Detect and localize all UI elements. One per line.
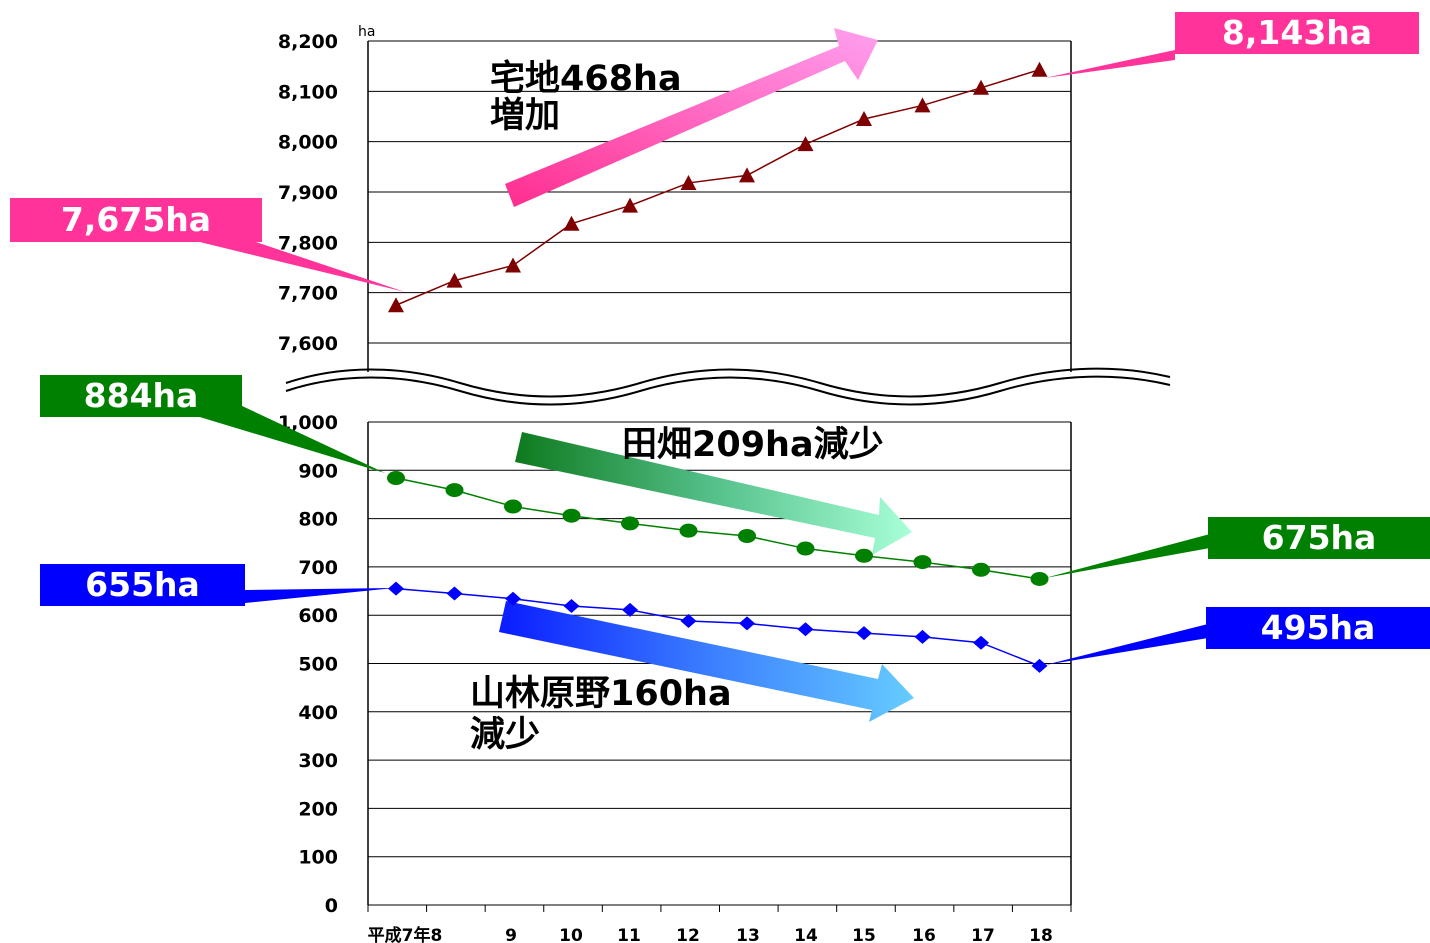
annotation-farmland: 田畑209ha減少 xyxy=(622,425,884,465)
pointer-884 xyxy=(160,405,385,473)
data-point-circle xyxy=(855,548,873,563)
x-tick-label: 平成7年8 xyxy=(368,925,443,943)
series-line xyxy=(395,587,1040,667)
annotation-forest-line1: 山林原野160ha xyxy=(470,674,732,714)
bottom-y-tick-label: 300 xyxy=(298,750,338,772)
data-point-circle xyxy=(621,516,639,531)
bottom-y-tick-label: 900 xyxy=(298,460,338,482)
bottom-y-tick-label: 200 xyxy=(298,798,338,820)
data-point-diamond xyxy=(680,613,697,628)
bottom-y-tick-label: 0 xyxy=(325,895,338,917)
bottom-y-tick-label: 1,000 xyxy=(278,412,338,434)
bottom-y-tick-label: 400 xyxy=(298,702,338,724)
data-point-triangle xyxy=(622,197,638,213)
top-y-tick-label: 7,800 xyxy=(278,232,338,254)
bottom-y-tick-label: 700 xyxy=(298,557,338,579)
series-forest xyxy=(388,581,1048,673)
data-point-circle xyxy=(445,483,464,498)
pointer-7675 xyxy=(175,236,405,292)
x-tick-label: 10 xyxy=(559,926,583,943)
label-start-forest: 655ha xyxy=(40,564,245,606)
data-point-circle xyxy=(1030,571,1049,586)
x-tick-label: 15 xyxy=(852,926,876,943)
label-start-farmland: 884ha xyxy=(40,375,242,417)
data-point-diamond xyxy=(446,586,463,601)
data-point-diamond xyxy=(973,635,989,650)
data-point-circle xyxy=(679,523,698,538)
data-point-triangle xyxy=(446,272,463,288)
top-y-tick-label: 8,000 xyxy=(278,132,338,154)
data-point-diamond xyxy=(505,591,521,606)
x-tick-label: 16 xyxy=(912,926,936,943)
series-farmland xyxy=(387,471,1049,586)
data-point-circle xyxy=(562,508,581,523)
label-start-residential: 7,675ha xyxy=(10,198,262,242)
data-point-triangle xyxy=(973,79,989,95)
data-point-circle xyxy=(387,471,405,486)
data-point-triangle xyxy=(680,174,697,190)
label-end-forest: 495ha xyxy=(1206,607,1430,649)
increase-arrow xyxy=(505,28,878,207)
data-point-triangle xyxy=(563,215,580,231)
pointer-675 xyxy=(1045,534,1210,578)
bottom-y-tick-label: 600 xyxy=(298,605,338,627)
data-point-diamond xyxy=(739,616,755,631)
x-tick-label: 14 xyxy=(794,926,818,943)
x-tick-label: 17 xyxy=(971,926,995,943)
data-point-triangle xyxy=(505,257,521,273)
data-point-diamond xyxy=(856,626,872,641)
pointer-655 xyxy=(245,588,395,603)
label-end-residential: 8,143ha xyxy=(1175,12,1419,54)
data-point-circle xyxy=(913,555,932,570)
data-point-triangle xyxy=(1031,61,1048,77)
bottom-grid: 0 100 200 300 400 500 600 700 800 900 1,000 平成7年8 9 1… xyxy=(278,412,1072,943)
data-point-triangle xyxy=(914,97,931,113)
top-y-tick-label: 7,700 xyxy=(278,283,338,305)
bottom-y-tick-label: 800 xyxy=(298,509,338,531)
axis-break-wave xyxy=(285,367,1171,406)
top-series-residential xyxy=(388,61,1048,313)
forest-decrease-arrow xyxy=(499,601,914,722)
top-y-tick-label: 8,100 xyxy=(278,81,338,103)
data-point-diamond xyxy=(388,581,404,596)
label-end-farmland: 675ha xyxy=(1208,517,1430,559)
series-line xyxy=(395,477,1040,580)
top-y-tick-label: 7,600 xyxy=(278,333,338,355)
data-point-triangle xyxy=(856,111,872,127)
pointer-495 xyxy=(1045,624,1208,665)
data-point-circle xyxy=(796,541,815,556)
farmland-decrease-arrow xyxy=(515,432,912,555)
bottom-y-tick-label: 100 xyxy=(298,847,338,869)
top-y-tick-label: 8,200 xyxy=(278,31,338,53)
data-point-circle xyxy=(972,562,990,577)
top-grid: 7,600 7,700 7,800 7,900 8,000 8,100 8,200 xyxy=(278,31,1072,372)
data-point-circle xyxy=(738,528,756,543)
annotation-forest-line2: 減少 xyxy=(470,715,540,755)
annotation-residential-line1: 宅地468ha xyxy=(490,58,682,99)
data-point-triangle xyxy=(797,136,814,152)
data-point-diamond xyxy=(914,629,931,644)
y-unit-label: ha xyxy=(358,24,375,40)
x-tick-label: 13 xyxy=(736,926,760,943)
data-point-diamond xyxy=(563,599,580,614)
x-tick-label: 18 xyxy=(1029,926,1053,943)
data-point-triangle xyxy=(388,297,404,313)
annotation-residential-line2: 増加 xyxy=(490,96,560,136)
x-tick-label: 12 xyxy=(676,926,700,943)
bottom-y-tick-label: 500 xyxy=(298,654,338,676)
x-tick-label: 9 xyxy=(505,926,517,943)
data-point-circle xyxy=(504,499,522,514)
pointer-8143 xyxy=(1045,50,1175,78)
data-point-diamond xyxy=(1031,658,1048,673)
data-point-triangle xyxy=(739,167,755,183)
x-tick-label: 11 xyxy=(617,926,641,943)
data-point-diamond xyxy=(622,602,638,617)
top-y-tick-label: 7,900 xyxy=(278,182,338,204)
series-line xyxy=(395,68,1040,306)
data-point-diamond xyxy=(797,622,814,637)
